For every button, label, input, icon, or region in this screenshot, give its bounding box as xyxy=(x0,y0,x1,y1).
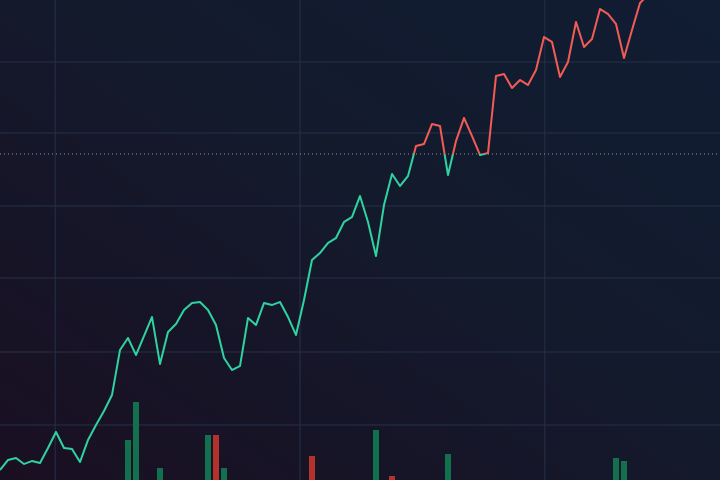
volume-bar xyxy=(621,461,627,480)
volume-bar xyxy=(205,435,211,480)
volume-bar xyxy=(613,458,619,480)
volume-bar xyxy=(133,402,139,480)
volume-bar xyxy=(373,430,379,480)
price-line xyxy=(0,0,645,471)
volume-bar xyxy=(221,468,227,480)
volume-bar xyxy=(389,476,395,480)
volume-bar xyxy=(157,468,163,480)
volume-bar xyxy=(213,435,219,480)
volume-bar xyxy=(125,440,131,480)
volume-bar xyxy=(309,456,315,480)
volume-bar xyxy=(445,454,451,480)
